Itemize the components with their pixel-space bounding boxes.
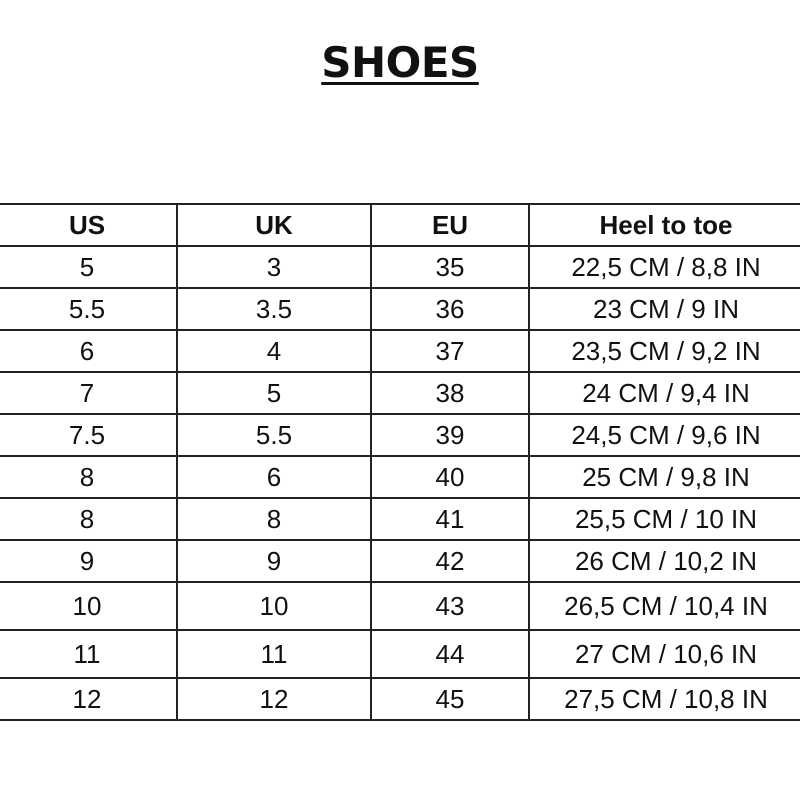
column-header: US (0, 203, 177, 247)
table-cell: 12 (176, 677, 371, 721)
table-cell: 10 (176, 581, 371, 631)
table-row: 7.5 5.5 39 24,5 CM / 9,6 IN (0, 413, 800, 457)
header-row: US UK EU Heel to toe (0, 203, 800, 247)
table-cell: 9 (0, 539, 177, 583)
table-cell: 6 (176, 455, 371, 499)
table-cell: 45 (370, 677, 529, 721)
table-cell: 8 (0, 455, 177, 499)
table-cell: 26,5 CM / 10,4 IN (528, 581, 800, 631)
size-chart-table: US UK EU Heel to toe 5 3 35 22,5 CM / 8,8 IN 5.… (0, 203, 800, 721)
table-cell: 43 (370, 581, 529, 631)
table-cell: 22,5 CM / 8,8 IN (528, 245, 800, 289)
table-cell: 11 (0, 629, 177, 679)
table-cell: 10 (0, 581, 177, 631)
table-cell: 9 (176, 539, 371, 583)
table-cell: 5.5 (176, 413, 371, 457)
table-row: 7 5 38 24 CM / 9,4 IN (0, 371, 800, 415)
table-cell: 35 (370, 245, 529, 289)
table-cell: 24,5 CM / 9,6 IN (528, 413, 800, 457)
table-cell: 39 (370, 413, 529, 457)
table-cell: 3.5 (176, 287, 371, 331)
table-row: 5.5 3.5 36 23 CM / 9 IN (0, 287, 800, 331)
table-cell: 23,5 CM / 9,2 IN (528, 329, 800, 373)
table-cell: 8 (176, 497, 371, 541)
page-title: SHOES (0, 38, 800, 87)
table-row: 12 12 45 27,5 CM / 10,8 IN (0, 677, 800, 721)
table-cell: 37 (370, 329, 529, 373)
table-cell: 25 CM / 9,8 IN (528, 455, 800, 499)
table-cell: 38 (370, 371, 529, 415)
column-header: UK (176, 203, 371, 247)
table-row: 11 11 44 27 CM / 10,6 IN (0, 629, 800, 679)
column-header: EU (370, 203, 529, 247)
table-cell: 41 (370, 497, 529, 541)
table-cell: 5 (176, 371, 371, 415)
table-cell: 27 CM / 10,6 IN (528, 629, 800, 679)
table-cell: 7.5 (0, 413, 177, 457)
table-row: 5 3 35 22,5 CM / 8,8 IN (0, 245, 800, 289)
table-cell: 25,5 CM / 10 IN (528, 497, 800, 541)
table-cell: 6 (0, 329, 177, 373)
table-cell: 44 (370, 629, 529, 679)
table-cell: 40 (370, 455, 529, 499)
column-header: Heel to toe (528, 203, 800, 247)
table-cell: 4 (176, 329, 371, 373)
table-cell: 26 CM / 10,2 IN (528, 539, 800, 583)
table-cell: 27,5 CM / 10,8 IN (528, 677, 800, 721)
table-row: 9 9 42 26 CM / 10,2 IN (0, 539, 800, 583)
table-cell: 7 (0, 371, 177, 415)
table-row: 8 6 40 25 CM / 9,8 IN (0, 455, 800, 499)
table-row: 8 8 41 25,5 CM / 10 IN (0, 497, 800, 541)
table-cell: 12 (0, 677, 177, 721)
table-cell: 24 CM / 9,4 IN (528, 371, 800, 415)
table-row: 6 4 37 23,5 CM / 9,2 IN (0, 329, 800, 373)
table-cell: 36 (370, 287, 529, 331)
table-row: 10 10 43 26,5 CM / 10,4 IN (0, 581, 800, 631)
table-cell: 5.5 (0, 287, 177, 331)
table-cell: 23 CM / 9 IN (528, 287, 800, 331)
table-cell: 8 (0, 497, 177, 541)
table-cell: 42 (370, 539, 529, 583)
table-cell: 11 (176, 629, 371, 679)
title-text: SHOES (321, 38, 479, 87)
table-cell: 3 (176, 245, 371, 289)
table-cell: 5 (0, 245, 177, 289)
